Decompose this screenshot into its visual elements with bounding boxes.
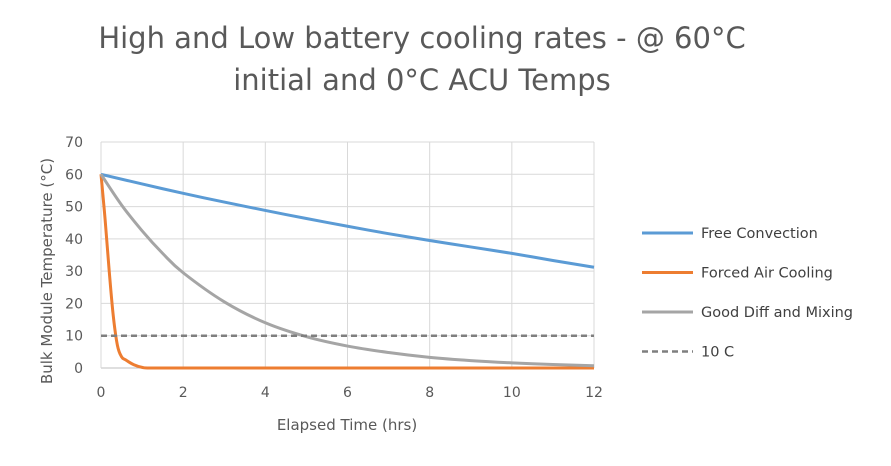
x-axis-label: Elapsed Time (hrs)	[277, 416, 417, 434]
legend-label-3: 10 C	[701, 345, 734, 361]
y-tick-label: 60	[65, 167, 83, 183]
x-tick-label: 2	[179, 385, 188, 401]
x-tick-label: 0	[97, 385, 106, 401]
chart-title-line-1: High and Low battery cooling rates - @ 6…	[98, 21, 745, 55]
legend-label-0: Free Convection	[701, 226, 818, 242]
y-tick-label: 20	[65, 296, 83, 312]
y-tick-label: 40	[65, 232, 83, 248]
x-tick-label: 4	[261, 385, 270, 401]
chart-title-line-2: initial and 0°C ACU Temps	[233, 63, 611, 97]
series-line-1	[99, 174, 594, 370]
y-tick-label: 70	[65, 135, 83, 151]
y-tick-label: 10	[65, 329, 83, 345]
legend-label-2: Good Diff and Mixing	[701, 305, 853, 321]
y-axis-label: Bulk Module Temperature (°C)	[38, 158, 56, 384]
y-tick-label: 50	[65, 200, 83, 216]
legend: Free Convection Forced Air Cooling Good Di…	[642, 226, 853, 361]
series-line-0	[100, 172, 595, 269]
y-tick-label: 0	[74, 361, 83, 377]
x-tick-label: 10	[503, 385, 521, 401]
x-tick-label: 8	[425, 385, 434, 401]
series-lines	[99, 172, 595, 370]
legend-label-1: Forced Air Cooling	[701, 266, 833, 282]
x-tick-label: 6	[343, 385, 352, 401]
y-tick-label: 30	[65, 264, 83, 280]
x-tick-label: 12	[585, 385, 603, 401]
